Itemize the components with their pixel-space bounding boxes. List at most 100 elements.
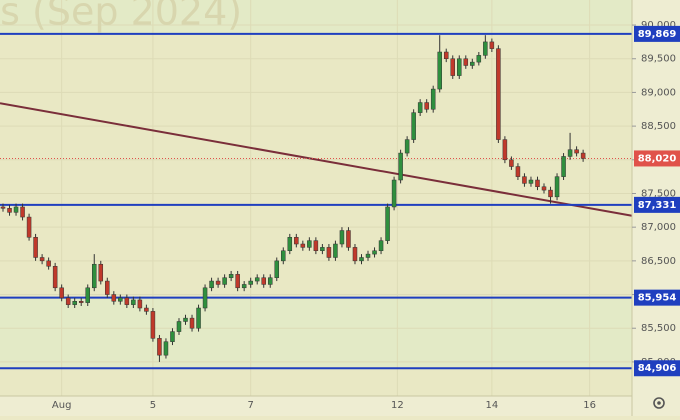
candle-body (26, 216, 32, 238)
candle-body (254, 277, 260, 282)
price-label: 85,954 (638, 293, 677, 304)
candle-body (561, 156, 566, 177)
price-label-box (634, 360, 680, 377)
y-tick-label: 88,500 (641, 121, 676, 132)
price-label: 87,331 (638, 200, 677, 211)
candle-body (320, 247, 325, 252)
candle-body (437, 51, 442, 90)
candle-body (85, 287, 90, 303)
x-tick-label: 14 (485, 400, 498, 411)
y-tick-label: 86,500 (641, 256, 676, 267)
candle-body (144, 307, 149, 312)
price-label: 84,906 (638, 363, 677, 374)
x-tick-label: 16 (583, 400, 596, 411)
candle-body (78, 301, 84, 303)
price-label-box (634, 196, 680, 213)
candle-body (391, 179, 397, 208)
candle-body (72, 301, 77, 305)
candle-body (202, 287, 208, 309)
candle-body (457, 58, 462, 76)
candle-body (52, 265, 58, 289)
y-tick-label: 87,000 (641, 222, 676, 233)
candle-body (274, 260, 280, 278)
x-tick-label: 7 (248, 400, 254, 411)
candle-body (105, 280, 110, 295)
candle-body (46, 260, 51, 267)
candle-body (365, 253, 371, 258)
candle-body (463, 58, 469, 66)
candle-body (137, 299, 143, 309)
candle-body (92, 263, 97, 289)
candle-body (261, 277, 266, 285)
price-label: 88,020 (638, 153, 677, 164)
candle-body (222, 277, 227, 285)
settings-icon[interactable] (653, 397, 665, 409)
zone (0, 297, 632, 369)
candle-body (450, 58, 456, 76)
candle-body (470, 61, 475, 66)
x-axis (0, 396, 632, 416)
candle-body (300, 243, 306, 248)
candle-body (541, 186, 547, 191)
y-tick-label: 90,000 (641, 20, 676, 31)
candle-body (489, 41, 495, 49)
x-tick-label: 5 (150, 400, 156, 411)
candle-body (515, 166, 521, 177)
y-tick-label: 87,500 (641, 188, 676, 199)
candle-body (378, 240, 384, 252)
candle-body (65, 297, 71, 305)
candle-body (196, 307, 201, 329)
candle-body (326, 247, 332, 258)
candle-body (333, 243, 338, 258)
candle-body (424, 102, 429, 110)
candle-body (131, 299, 136, 305)
candle-body (189, 317, 195, 329)
candle-body (59, 287, 64, 299)
candle-body (39, 257, 45, 262)
candle-body (287, 237, 293, 252)
candle-body (281, 250, 286, 262)
candle-body (443, 51, 449, 59)
candle-body (528, 179, 534, 184)
price-label: 89,869 (638, 29, 677, 40)
candle-body (163, 341, 169, 356)
candle-body (483, 41, 488, 56)
price-label-box (634, 25, 680, 42)
candle-body (13, 206, 19, 213)
candle-body (20, 206, 25, 218)
candle-body (170, 331, 175, 342)
candle-body (535, 179, 540, 187)
candle-body (98, 263, 104, 282)
candle-body (476, 55, 482, 63)
candle-body (215, 280, 221, 285)
candle-body (248, 280, 253, 285)
candle-body (430, 88, 436, 110)
candle-body (307, 240, 312, 248)
candle-body (294, 237, 299, 245)
x-tick-label: Aug (52, 400, 72, 411)
candle-body (502, 139, 508, 161)
candle-body (554, 176, 560, 198)
price-label-box (634, 150, 680, 167)
y-tick-label: 85,500 (641, 323, 676, 334)
candle-body (0, 206, 6, 209)
candle-body (111, 294, 117, 302)
candle-body (228, 274, 234, 278)
watermark: res (Sep 2024) (0, 0, 242, 34)
candle-body (339, 230, 345, 245)
x-tick-label: 12 (391, 400, 404, 411)
y-tick-label: 89,000 (641, 87, 676, 98)
candle-body (417, 102, 423, 113)
candle-body (313, 240, 319, 252)
candle-body (241, 284, 247, 289)
candle-body (124, 297, 130, 305)
candle-body (118, 297, 123, 302)
candle-body (33, 237, 38, 258)
candle-body (372, 250, 377, 255)
candle-body (352, 247, 358, 262)
candle-body (398, 152, 403, 181)
candle-body (359, 257, 364, 262)
candle-body (509, 159, 514, 167)
price-label-box (634, 289, 680, 306)
